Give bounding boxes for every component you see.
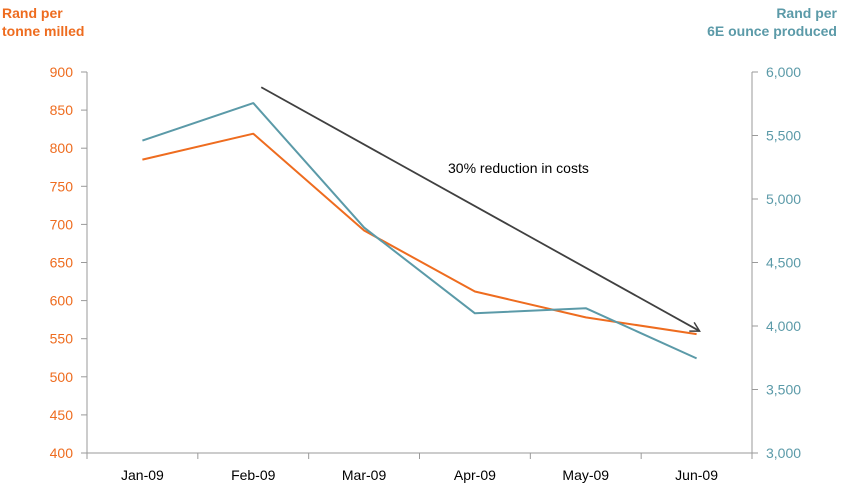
left-axis-tick-label: 850 xyxy=(50,102,74,118)
right-axis-title-line-2: 6E ounce produced xyxy=(707,23,837,39)
right-axis-tick-label: 3,500 xyxy=(766,382,801,398)
left-axis-tick-label: 900 xyxy=(50,64,74,80)
right-axis-tick-label: 4,000 xyxy=(766,318,801,334)
right-axis-tick-label: 5,500 xyxy=(766,128,801,144)
series-line-left-axis xyxy=(142,132,697,336)
annotation-text: 30% reduction in costs xyxy=(448,160,589,176)
right-axis-tick-label: 5,000 xyxy=(766,191,801,207)
x-axis-tick-label: Jun-09 xyxy=(675,467,718,483)
right-axis-title: Rand per 6E ounce produced xyxy=(707,4,837,40)
left-axis-tick-label: 600 xyxy=(50,293,74,309)
left-axis-tick-label: 400 xyxy=(50,445,74,461)
left-axis-title: Rand per tonne milled xyxy=(2,4,84,40)
left-axis-tick-label: 750 xyxy=(50,178,74,194)
right-axis-tick-label: 6,000 xyxy=(766,64,801,80)
x-axis-tick-label: May-09 xyxy=(562,467,609,483)
left-axis-tick-label: 700 xyxy=(50,216,74,232)
right-axis-tick-label: 3,000 xyxy=(766,445,801,461)
annotation-arrow xyxy=(260,86,701,332)
right-axis-title-line-1: Rand per xyxy=(776,5,837,21)
left-axis-title-line-1: Rand per xyxy=(2,5,63,21)
x-axis-tick-label: Mar-09 xyxy=(342,467,387,483)
left-axis-tick-label: 450 xyxy=(50,407,74,423)
x-axis-tick-label: Jan-09 xyxy=(121,467,164,483)
left-axis-tick-label: 550 xyxy=(50,331,74,347)
series-line-right-axis xyxy=(142,102,698,360)
left-axis-tick-label: 650 xyxy=(50,255,74,271)
x-axis-tick-label: Feb-09 xyxy=(231,467,276,483)
right-axis-tick-label: 4,500 xyxy=(766,255,801,271)
x-axis-tick-label: Apr-09 xyxy=(454,467,496,483)
left-axis-title-line-2: tonne milled xyxy=(2,23,85,39)
left-axis-tick-label: 800 xyxy=(50,140,74,156)
left-axis-tick-label: 500 xyxy=(50,369,74,385)
